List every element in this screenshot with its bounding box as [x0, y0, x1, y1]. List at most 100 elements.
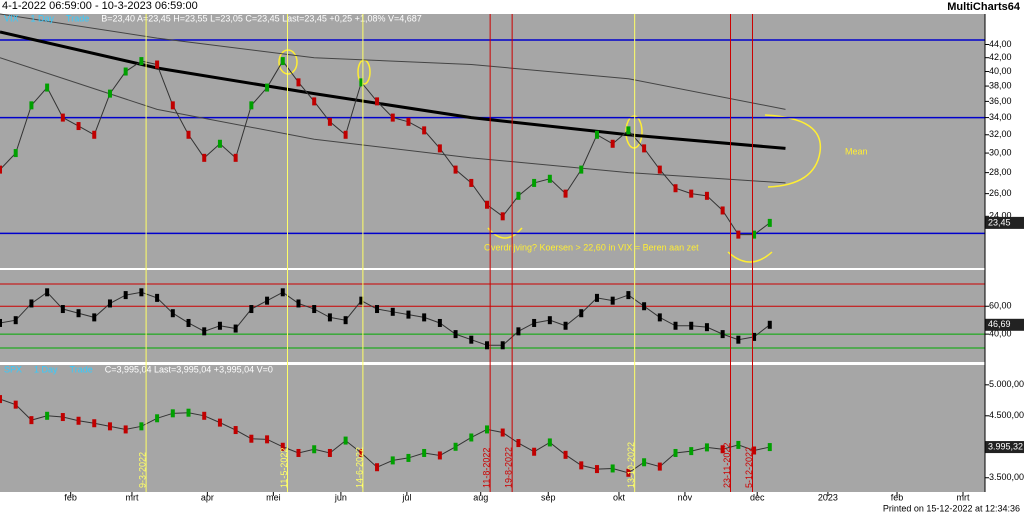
price-bar: [516, 439, 521, 448]
price-bar: [704, 191, 709, 200]
price-bar: [139, 288, 144, 297]
x-tick-label: apr: [201, 492, 214, 502]
x-tick-label: okt: [613, 492, 626, 502]
price-bar: [485, 200, 490, 209]
price-bar: [563, 189, 568, 198]
legend-symbol: SPX: [4, 364, 22, 374]
price-bar: [704, 323, 709, 332]
event-label: 11-8-2022: [482, 448, 492, 488]
price-bar: [265, 83, 270, 92]
annotation: Mean: [845, 146, 868, 156]
x-tick-label: sep: [541, 492, 556, 502]
price-bar: [123, 67, 128, 76]
moving-average: [0, 13, 786, 110]
price-bar: [359, 78, 364, 87]
last-value-box: [985, 441, 1024, 454]
price-bar: [579, 309, 584, 318]
price-bar: [594, 293, 599, 302]
price-bar: [123, 291, 128, 300]
price-line: [0, 291, 771, 346]
event-label: 11-5-2022: [279, 448, 289, 488]
price-bar: [563, 450, 568, 459]
price-bar: [642, 458, 647, 467]
price-bar: [249, 305, 254, 314]
price-bar: [233, 324, 238, 333]
price-bar: [485, 341, 490, 350]
price-bar: [217, 418, 222, 427]
y-tick-label: 4.500,00: [989, 410, 1024, 420]
event-label: 19-8-2022: [504, 447, 514, 488]
price-bar: [579, 461, 584, 470]
y-tick-label: 32,00: [989, 129, 1012, 139]
price-bar: [312, 305, 317, 314]
price-bar: [107, 299, 112, 308]
price-bar: [657, 313, 662, 322]
price-bar: [107, 89, 112, 98]
price-bar: [673, 321, 678, 330]
price-line: [0, 60, 771, 236]
price-bar: [13, 149, 18, 158]
price-bar: [359, 296, 364, 305]
app-name: MultiCharts64: [947, 1, 1021, 13]
y-tick-label: 60,00: [989, 301, 1012, 311]
price-bar: [626, 126, 631, 135]
price-bar: [280, 288, 285, 297]
price-bar: [249, 434, 254, 443]
price-bar: [767, 218, 772, 227]
price-bar: [217, 139, 222, 148]
price-bar: [202, 327, 207, 336]
x-tick-label: dec: [750, 492, 765, 502]
price-bar: [406, 117, 411, 126]
price-bar: [29, 299, 34, 308]
price-bar: [29, 101, 34, 110]
price-bar: [76, 416, 81, 425]
price-bar: [485, 425, 490, 434]
legend-quote: B=23,40 A=23,45 H=23,55 L=23,05 C=23,45 …: [101, 13, 422, 23]
price-bar: [343, 130, 348, 139]
price-bar: [170, 101, 175, 110]
event-label: 14-6-2022: [354, 447, 364, 488]
price-bar: [45, 411, 50, 420]
price-bar: [280, 442, 285, 451]
price-bar: [469, 335, 474, 344]
price-bar: [0, 318, 2, 327]
x-tick-label: feb: [891, 492, 904, 502]
y-tick-label: 34,00: [989, 112, 1012, 122]
price-bar: [532, 318, 537, 327]
y-tick-label: 40,00: [989, 66, 1012, 76]
x-tick-label: mrt: [125, 492, 138, 502]
price-bar: [155, 60, 160, 69]
price-bar: [312, 97, 317, 106]
price-bar: [642, 302, 647, 311]
price-bar: [594, 130, 599, 139]
event-label: 23-11-2022: [722, 443, 732, 488]
price-bar: [327, 448, 332, 457]
event-label: 13-10-2022: [626, 442, 636, 488]
x-tick-label: 2023: [818, 492, 838, 502]
spx-panel: [0, 365, 985, 492]
x-tick-label: aug: [473, 492, 488, 502]
price-bar: [0, 395, 2, 404]
price-bar: [170, 309, 175, 318]
price-bar: [657, 462, 662, 471]
price-bar: [233, 153, 238, 162]
last-value-box: [985, 318, 1024, 331]
legend-quote: C=3,995,04 Last=3,995,04 +3,995,04 V=0: [105, 364, 273, 374]
y-tick-label: 28,00: [989, 167, 1012, 177]
price-bar: [343, 436, 348, 445]
x-tick-label: mrt: [957, 492, 970, 502]
price-bar: [202, 411, 207, 420]
price-bar: [312, 445, 317, 454]
price-bar: [0, 165, 2, 174]
price-bar: [610, 139, 615, 148]
price-bar: [296, 448, 301, 457]
price-bar: [767, 443, 772, 452]
price-bar: [76, 309, 81, 318]
price-bar: [155, 414, 160, 423]
price-bar: [60, 113, 65, 122]
legend-symbol: VIX: [4, 13, 19, 23]
y-tick-label: 3.500,00: [989, 472, 1024, 482]
legend-interval: 1 Day: [31, 13, 55, 23]
price-bar: [280, 57, 285, 66]
